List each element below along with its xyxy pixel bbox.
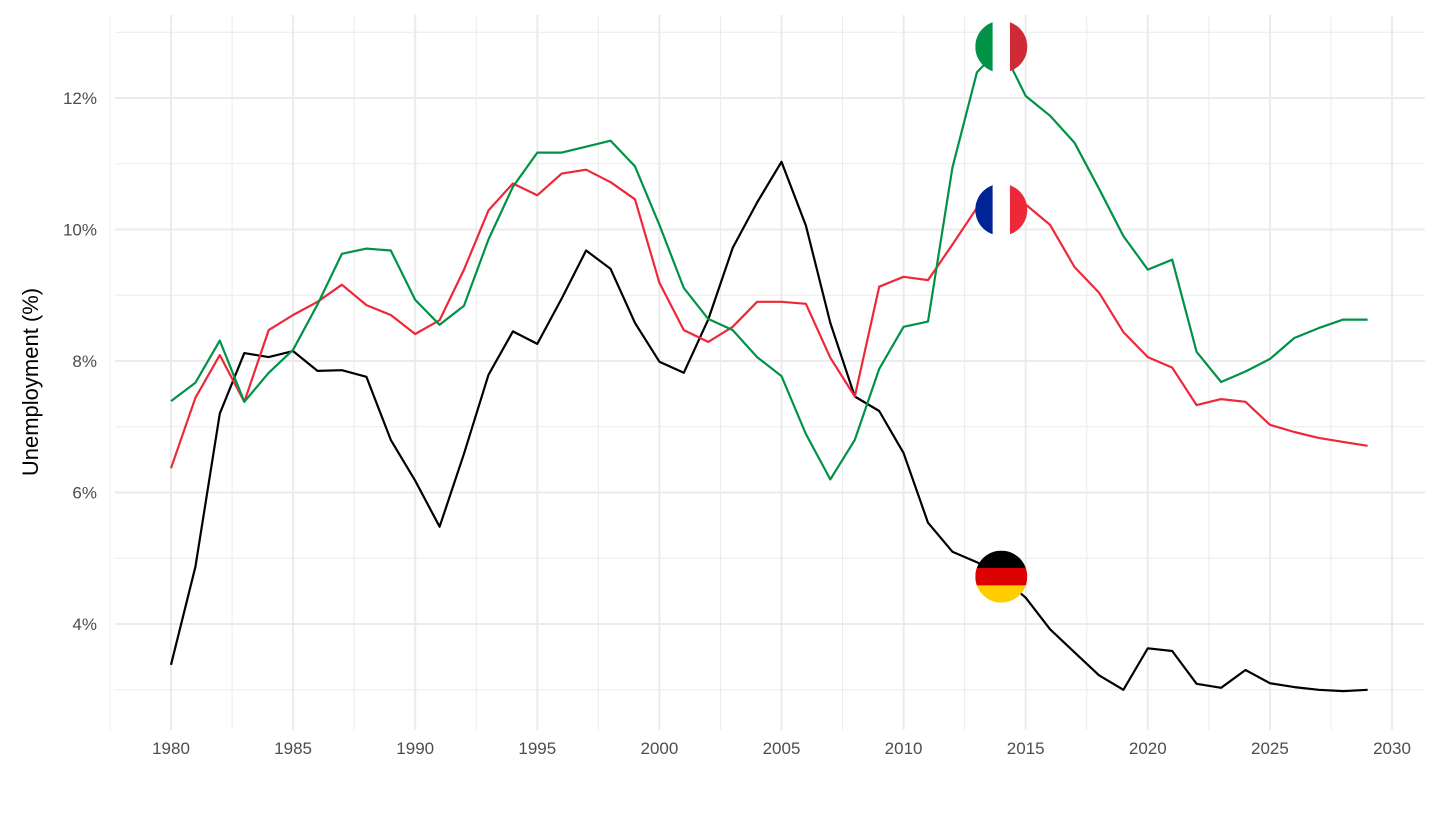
- y-tick-label: 10%: [63, 221, 97, 240]
- flag-stripe: [975, 550, 1028, 569]
- x-tick-label: 2015: [1007, 739, 1045, 758]
- flag-stripe: [992, 183, 1011, 236]
- x-tick-label: 1990: [396, 739, 434, 758]
- series-line-germany: [169, 160, 1368, 693]
- flag-germany-icon: [975, 550, 1028, 603]
- flag-italy-icon: [975, 20, 1028, 73]
- x-tick-label: 2030: [1373, 739, 1411, 758]
- y-tick-label: 12%: [63, 89, 97, 108]
- y-tick-label: 8%: [72, 352, 97, 371]
- flag-stripe: [975, 567, 1028, 586]
- series-line-france: [169, 168, 1368, 469]
- flag-stripe: [992, 20, 1011, 73]
- series-line-italy: [170, 45, 1368, 481]
- x-tick-label: 2010: [885, 739, 923, 758]
- x-axis-ticks: 1980 1985 1990 1995 2000 2005 2010 2015 2020 2025…: [152, 739, 1411, 758]
- gridlines: [109, 15, 1425, 730]
- series-lines: [169, 45, 1368, 693]
- y-tick-label: 6%: [72, 484, 97, 503]
- y-axis-ticks: 4% 6% 8% 10% 12%: [63, 89, 97, 634]
- flag-france-icon: [975, 183, 1028, 236]
- flag-stripe: [975, 585, 1028, 603]
- flag-stripe: [975, 183, 994, 236]
- x-tick-label: 2025: [1251, 739, 1289, 758]
- flag-stripe: [975, 20, 994, 73]
- flag-stripe: [1009, 183, 1028, 236]
- x-tick-label: 1995: [518, 739, 556, 758]
- x-tick-label: 1985: [274, 739, 312, 758]
- flag-stripe: [1009, 20, 1028, 73]
- x-tick-label: 2020: [1129, 739, 1167, 758]
- y-tick-label: 4%: [72, 615, 97, 634]
- y-axis-label: Unemployment (%): [18, 288, 43, 476]
- x-tick-label: 2005: [763, 739, 801, 758]
- x-tick-label: 2000: [640, 739, 678, 758]
- x-tick-label: 1980: [152, 739, 190, 758]
- flag-markers: [975, 20, 1028, 603]
